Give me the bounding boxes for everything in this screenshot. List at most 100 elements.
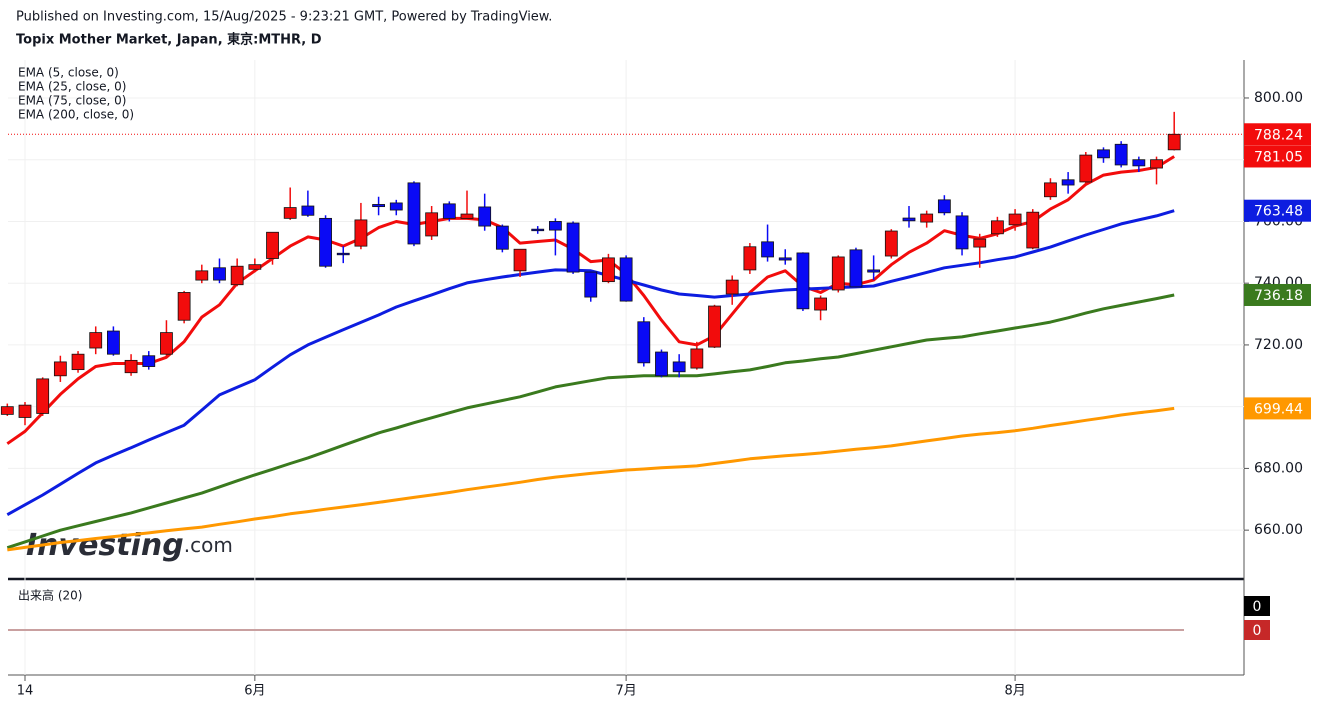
ema-line [6, 293, 1175, 550]
candle-body [195, 270, 209, 281]
background-layer [8, 60, 1244, 675]
candle-body [1097, 149, 1110, 159]
candle-body [53, 361, 67, 377]
candle-body [336, 252, 350, 256]
ema-last-value-box [1244, 397, 1311, 420]
chart-subtitle: Published on Investing.com, 15/Aug/2025 … [16, 10, 552, 25]
candle-body [460, 213, 474, 219]
candle-body [142, 355, 156, 367]
candle-body [124, 359, 138, 374]
x-tick-label: 8月 [1004, 684, 1025, 699]
candle-body [1079, 154, 1093, 183]
chart-title: Topix Mother Market, Japan, 東京:MTHR, D [16, 32, 322, 48]
candle-body [230, 265, 244, 286]
candle-body [36, 378, 50, 414]
candle-body [1008, 213, 1022, 226]
candle-body [1167, 133, 1181, 151]
candle-body [761, 241, 774, 258]
candle-body [902, 217, 916, 222]
ema-last-value-label: 763.48 [1254, 204, 1303, 220]
candle-body [708, 305, 721, 348]
candle-body [1114, 143, 1128, 166]
candle-body [18, 404, 32, 418]
candle-body [1132, 159, 1146, 167]
watermark-part: .com [184, 533, 233, 557]
candle-body [937, 199, 951, 214]
legend-entry: EMA (75, close, 0) [18, 94, 126, 108]
y-tick-label: 800.00 [1254, 90, 1303, 106]
candle-body [407, 182, 421, 245]
candle-body [177, 292, 191, 321]
y-tick-label: 720.00 [1254, 337, 1303, 353]
candle-body [1150, 159, 1163, 169]
candle-body [584, 271, 598, 298]
ema-line [7, 406, 1175, 552]
legend-entry: EMA (200, close, 0) [18, 108, 134, 122]
x-tick-label: 14 [17, 684, 34, 699]
candle-body [955, 215, 969, 250]
candle-body [814, 297, 827, 311]
candle-body [301, 205, 315, 216]
candle-body [884, 230, 898, 257]
ema-last-value-label: 699.44 [1254, 401, 1303, 417]
ema-last-value-label: 781.05 [1254, 149, 1303, 165]
last-close-label: 788.24 [1254, 127, 1303, 143]
candle-body [549, 221, 562, 231]
candle-body [478, 206, 492, 227]
candle-body [372, 204, 386, 208]
legend-entry: EMA (5, close, 0) [18, 66, 119, 80]
volume-value: 0 [1253, 599, 1262, 615]
candle-body [796, 252, 810, 310]
volume-ma-box [1244, 620, 1270, 640]
ema-last-value-box [1244, 283, 1311, 306]
candle-body [442, 203, 456, 219]
candle-body [637, 321, 651, 364]
candle-body [778, 257, 792, 261]
ema-last-value-label: 736.18 [1254, 288, 1303, 304]
candle-body [354, 219, 368, 247]
candle-body [531, 228, 545, 232]
x-tick-label: 6月 [244, 684, 265, 699]
ema-last-value-box [1244, 199, 1311, 222]
x-tick-label: 7月 [615, 684, 636, 699]
candle-body [107, 330, 120, 355]
legend-entry: EMA (25, close, 0) [18, 80, 126, 94]
candle-body [619, 257, 633, 302]
candle-body [849, 249, 863, 288]
candle-body [266, 231, 279, 259]
candle-body [831, 256, 845, 291]
candle-body [991, 220, 1004, 235]
candle-body [319, 217, 332, 267]
candle-body [248, 264, 262, 270]
candle-body [725, 279, 739, 295]
candle-body [160, 332, 173, 355]
volume-ma: 0 [1253, 623, 1262, 639]
candle-body [566, 222, 580, 273]
candle-body [672, 361, 686, 373]
candle-body [973, 238, 987, 248]
ema-line [6, 209, 1175, 517]
candle-body [867, 269, 881, 273]
candle-body [690, 348, 704, 369]
candle-body [602, 257, 615, 283]
candle-body [655, 351, 668, 377]
candle-body [513, 248, 527, 272]
candle-body [495, 225, 509, 250]
candle-body [89, 332, 103, 349]
volume-title: 出来高 (20) [18, 588, 82, 603]
candle-body [1061, 179, 1075, 186]
last-close-box [1244, 123, 1311, 146]
candle-body [425, 212, 439, 237]
y-tick-label: 660.00 [1254, 522, 1303, 538]
ema-last-value-box [1244, 145, 1311, 168]
candle-body [0, 406, 14, 415]
candle-body [213, 267, 226, 281]
candle-body [71, 353, 85, 371]
candle-body [1044, 182, 1057, 198]
candle-body [283, 207, 297, 219]
candle-body [1026, 211, 1040, 249]
candle-body [920, 213, 934, 223]
volume-value-box [1244, 596, 1270, 616]
